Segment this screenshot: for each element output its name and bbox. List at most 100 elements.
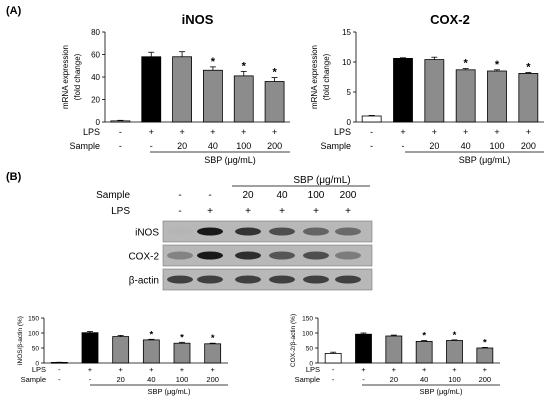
lps-row-value: - [332,365,335,374]
group-label: SBP (μg/mL) [420,387,463,396]
sample-row-value: - [119,141,122,151]
bar-100 [233,75,254,123]
bar-LPS [355,333,372,364]
significance-marker: * [453,330,457,341]
lps-row-value: + [361,365,366,374]
sample-row-value: 200 [206,375,219,384]
y-tick-label: 80 [91,28,100,37]
lps-row-value: + [422,365,427,374]
bar-100 [173,342,191,364]
blot-sample-row-label: Sample [96,190,130,201]
blot-band [335,227,361,236]
bar-40 [203,69,223,123]
sample-row-value: - [370,141,373,151]
blot-lps-value: + [279,206,285,217]
blot-band-label: β-actin [129,276,159,287]
blot-band [167,227,193,236]
sample-row-value: 40 [420,375,428,384]
lps-row-label: LPS [83,127,100,137]
blot-band [303,251,329,260]
sample-row-value: - [402,141,405,151]
bar-200 [204,343,222,364]
blot-band [269,227,295,236]
y-tick-label: 20 [91,95,100,104]
bar-control [324,352,342,364]
bar-100 [446,340,463,364]
blot-lps-value: + [207,206,213,217]
lps-row-value: + [463,127,468,137]
sample-row-label: Sample [21,375,46,384]
blot-band [167,251,193,260]
bar-20 [172,56,192,123]
lps-row-value: + [400,127,405,137]
blot-lps-value: + [345,206,351,217]
sample-row-value: 100 [448,375,461,384]
bar-control [110,120,131,123]
blot-sample-value: 200 [340,190,357,201]
significance-marker: * [422,331,426,342]
bar-200 [264,81,285,123]
significance-marker: * [464,58,469,70]
sample-row-value: 40 [147,375,155,384]
bar-40 [415,340,433,364]
lps-row-value: - [119,127,122,137]
blot-band [235,275,261,284]
y-axis-label: COX-2/β-actin (%) [290,314,297,367]
blot-strip-iNOS [162,220,373,243]
bar-20 [424,59,445,123]
y-tick-label: 0 [309,360,313,367]
sample-row-value: - [150,141,153,151]
blot-lps-value: + [313,206,319,217]
lps-row-value: + [88,365,93,374]
blot-band [269,275,295,284]
lps-row-value: - [58,365,61,374]
y-axis-label: (fold change) [73,53,82,100]
sample-row-value: - [362,375,365,384]
blot-sample-value: - [178,190,181,201]
blot-band [197,227,223,236]
blot-band [269,251,295,260]
y-axis-label: iNOS/β-actin (%) [17,316,24,365]
y-axis-label: (fold change) [322,53,331,100]
y-tick-label: 50 [32,345,40,352]
y-tick-label: 100 [28,330,39,337]
lps-row-value: + [149,365,154,374]
chart-inos-mrna: iNOS 0 20 40 60 80 mRNA expression (fold change… [61,12,290,165]
y-tick-label: 0 [35,360,39,367]
lps-row-value: + [272,127,277,137]
sample-row-value: 200 [521,141,536,151]
lps-row-value: + [241,127,246,137]
bar-200 [518,73,539,123]
sample-row-value: 100 [176,375,189,384]
sample-row-label: Sample [320,141,351,151]
sample-row-value: - [89,375,92,384]
significance-marker: * [211,333,215,344]
significance-marker: * [211,56,216,68]
y-axis-label: mRNA expression [61,45,70,109]
blot-sample-value: 100 [308,190,325,201]
y-tick-label: 40 [91,73,100,82]
lps-row-value: + [392,365,397,374]
bar-20 [112,336,130,364]
blot-band [303,227,329,236]
bar-control [361,115,382,123]
sample-row-label: Sample [69,141,100,151]
lps-row-label: LPS [334,127,351,137]
lps-row-value: + [149,127,154,137]
lps-row-value: + [452,365,457,374]
group-label: SBP (μg/mL) [148,387,191,396]
blot-group-label: SBP (μg/mL) [293,175,350,186]
panel-b-label: (B) [6,171,22,183]
bar-40 [142,339,160,364]
bar-LPS [141,56,162,123]
panel-a-label: (A) [6,5,22,17]
blot-sample-value: 40 [276,190,288,201]
significance-marker: * [272,67,277,79]
sample-row-value: - [332,375,335,384]
blot-band-label: iNOS [135,228,159,239]
lps-row-value: + [210,127,215,137]
bar-LPS [393,58,413,123]
lps-row-value: + [526,127,531,137]
